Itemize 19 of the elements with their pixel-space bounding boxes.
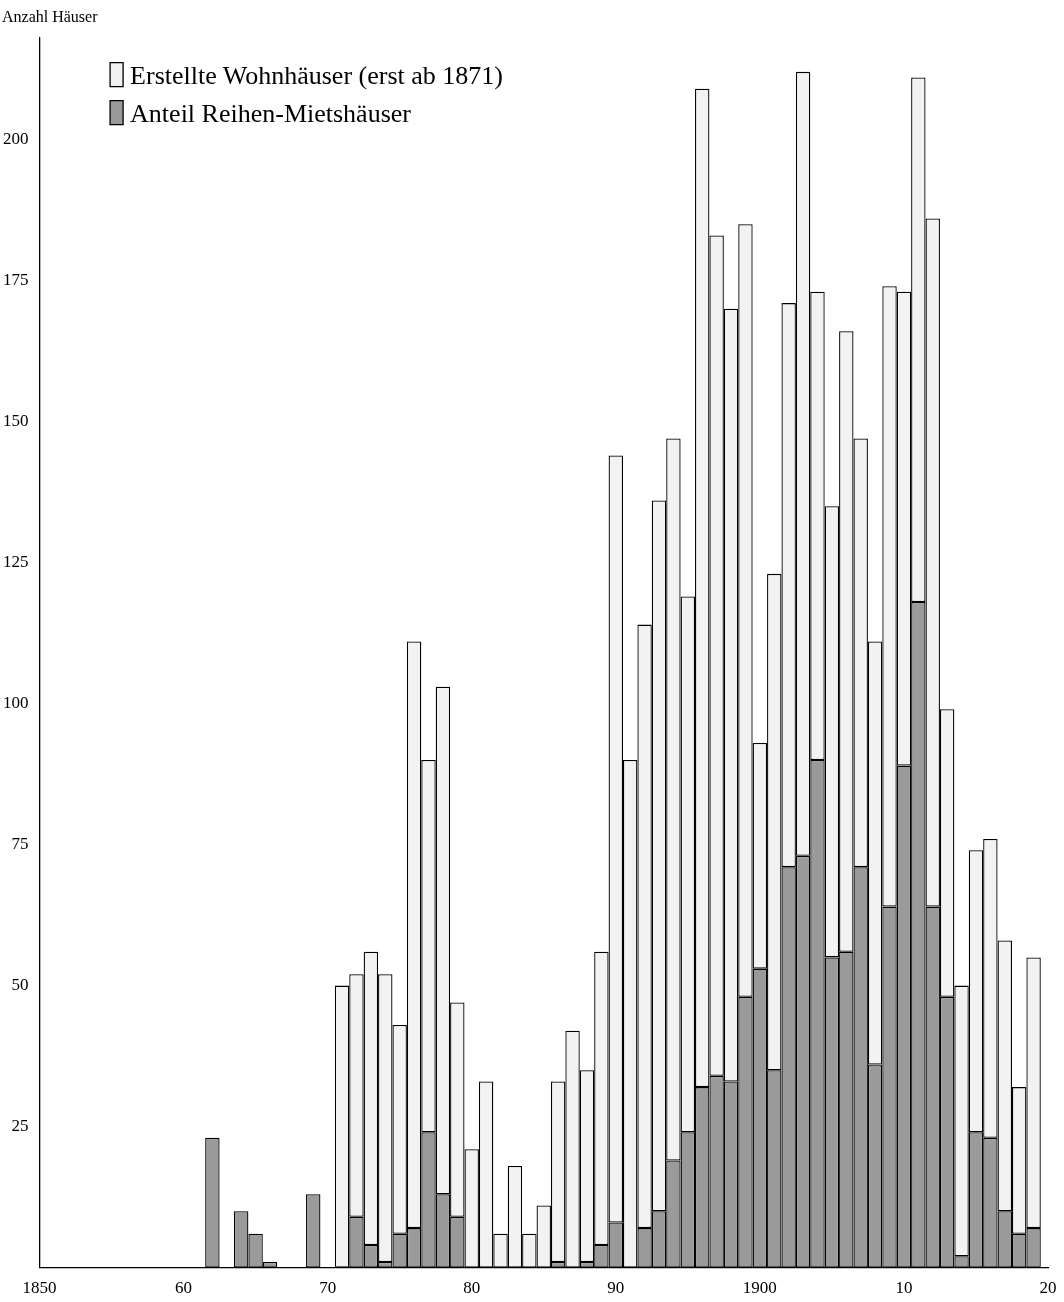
- x-tick-label: 80: [463, 1278, 481, 1298]
- y-tick-label: 200: [3, 129, 29, 148]
- legend-label: Erstellte Wohnhäuser (erst ab 1871): [130, 60, 503, 90]
- x-tick-label: 1850: [22, 1278, 57, 1298]
- y-axis-title: Anzahl Häuser: [2, 8, 99, 25]
- y-tick-label: 100: [3, 693, 29, 713]
- x-tick-label: 1900: [742, 1278, 777, 1298]
- x-tick-label: 70: [319, 1278, 337, 1298]
- y-tick-label: 25: [11, 1116, 29, 1136]
- y-tick-label: 150: [3, 411, 29, 431]
- x-tick-label: 20: [1039, 1278, 1057, 1298]
- y-tick-label: 125: [3, 552, 29, 572]
- y-tick-label: 175: [3, 270, 29, 289]
- y-tick-label: 50: [11, 975, 29, 995]
- y-tick-label: 75: [11, 834, 29, 854]
- x-tick-label: 10: [895, 1278, 913, 1298]
- x-tick-label: 90: [607, 1278, 625, 1298]
- legend-label: Anteil Reihen-Mietshäuser: [130, 98, 412, 128]
- x-tick-label: 60: [175, 1278, 193, 1298]
